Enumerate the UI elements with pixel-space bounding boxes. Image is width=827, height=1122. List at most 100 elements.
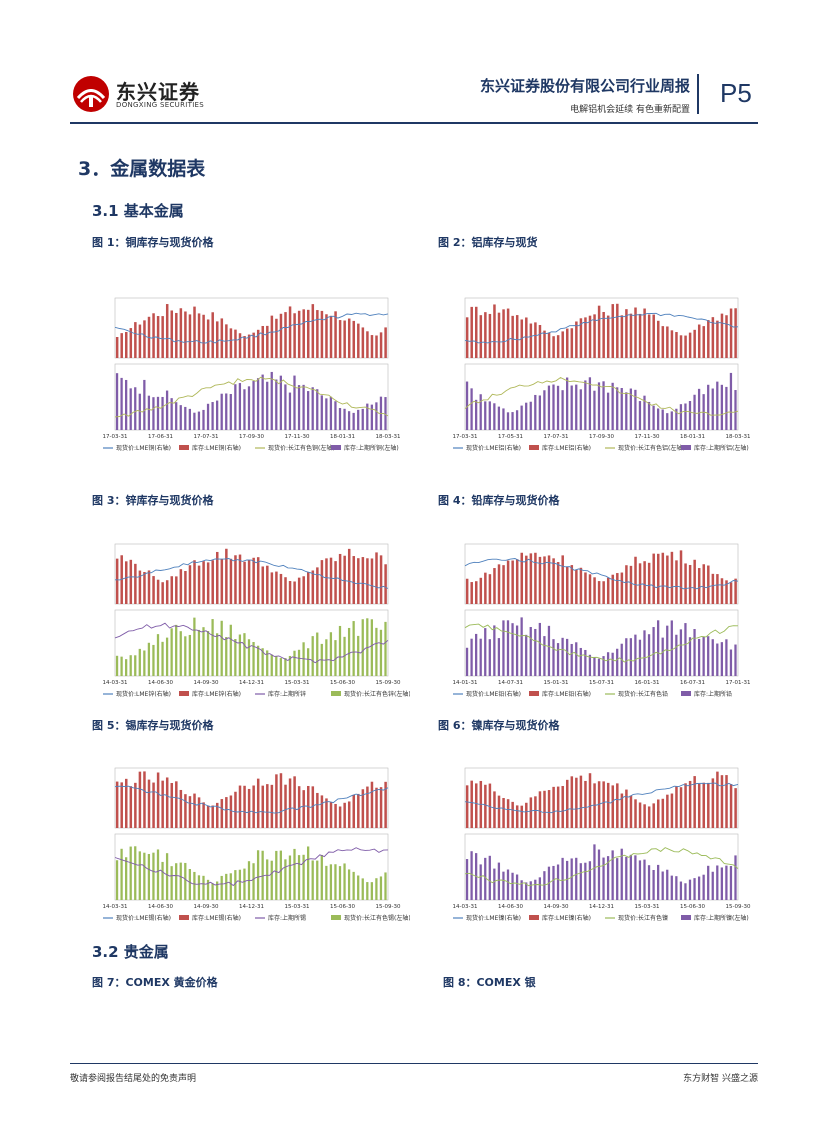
upper-bar xyxy=(293,313,296,358)
legend-bar-swatch xyxy=(529,691,539,696)
lower-bar xyxy=(556,864,560,900)
lower-bar xyxy=(311,387,314,430)
upper-bar xyxy=(470,582,473,604)
upper-bar xyxy=(320,310,324,358)
upper-bar xyxy=(288,581,292,604)
lower-bar xyxy=(270,654,273,676)
upper-bar xyxy=(179,789,183,828)
upper-bar xyxy=(279,573,283,604)
upper-bar xyxy=(284,784,287,828)
upper-bar xyxy=(279,313,283,358)
upper-bar xyxy=(129,786,133,828)
lower-bar xyxy=(716,381,719,430)
lower-bar xyxy=(234,639,237,676)
lower-bar xyxy=(688,401,692,430)
lower-bar xyxy=(570,858,573,900)
lower-bar xyxy=(243,389,246,430)
lower-bar xyxy=(602,656,605,676)
lower-bar xyxy=(361,619,364,676)
upper-panel-frame xyxy=(464,297,739,359)
upper-bar xyxy=(229,558,233,604)
upper-bar xyxy=(138,771,142,828)
lower-bar xyxy=(716,865,719,900)
upper-bar xyxy=(556,562,560,604)
lower-bar xyxy=(570,643,573,676)
lower-price-line xyxy=(114,622,389,664)
lower-bar xyxy=(316,632,319,676)
upper-bar xyxy=(347,801,351,828)
copper-chart: 17-03-31 17-06-31 17-07-31 17-09-30 17-11-30… xyxy=(103,297,400,452)
upper-bar xyxy=(220,558,224,604)
lower-bar xyxy=(679,881,683,900)
x-tick-label: 14-07-31 xyxy=(498,680,523,686)
lower-bar xyxy=(670,875,673,900)
upper-price-line xyxy=(114,785,389,814)
upper-bar xyxy=(538,325,542,358)
lower-bar xyxy=(520,405,523,430)
lower-bar xyxy=(347,869,351,900)
section-heading-3-1: 3.1 基本金属 xyxy=(92,202,184,220)
upper-bar xyxy=(334,803,337,828)
lower-bar xyxy=(570,385,573,430)
upper-bar xyxy=(734,578,737,604)
upper-bar xyxy=(147,779,151,828)
lower-bar xyxy=(511,412,514,430)
x-tick-label: 17-11-30 xyxy=(285,434,310,440)
lower-bar xyxy=(588,654,592,676)
lower-bar xyxy=(647,634,651,676)
lower-bar xyxy=(129,655,132,676)
upper-bar xyxy=(529,797,533,828)
lower-bar xyxy=(279,658,282,676)
legend-label: 库存:LME铝(右轴) xyxy=(542,444,591,452)
upper-bar xyxy=(343,320,346,358)
legend-label: 现货价:长江有色铅 xyxy=(618,690,668,698)
lower-bar xyxy=(597,382,601,430)
upper-bar xyxy=(556,786,560,828)
upper-bar xyxy=(384,564,387,604)
lower-bar xyxy=(625,392,628,430)
lower-bar xyxy=(156,849,160,900)
x-tick-label: 14-06-30 xyxy=(148,680,173,686)
legend-label: 库存:上期所锌 xyxy=(268,690,306,698)
lower-bar xyxy=(716,643,719,676)
figure-3-caption: 图 3：锌库存与现货价格 xyxy=(92,494,214,507)
lower-bar xyxy=(184,636,187,676)
upper-bar xyxy=(606,577,610,604)
upper-bar xyxy=(647,562,651,604)
lower-bar xyxy=(379,876,383,900)
lower-price-line xyxy=(114,847,389,887)
lower-bar xyxy=(702,874,705,900)
upper-bar xyxy=(593,577,596,604)
upper-bar xyxy=(138,324,142,358)
upper-bar xyxy=(566,566,569,604)
logo-text-cn: 东兴证券 xyxy=(116,80,200,104)
lower-bar xyxy=(188,634,191,676)
legend-label: 现货价:LME锡(右轴) xyxy=(116,914,171,922)
lower-bar xyxy=(206,879,210,900)
lower-bar xyxy=(670,411,673,430)
upper-bar xyxy=(707,320,710,358)
x-tick-label: 14-12-31 xyxy=(239,904,264,910)
x-tick-label: 14-03-31 xyxy=(453,904,478,910)
upper-bar xyxy=(179,569,183,604)
upper-bar xyxy=(229,795,233,828)
lower-bar xyxy=(361,408,364,430)
upper-bar xyxy=(588,773,592,828)
lower-bar xyxy=(261,374,264,430)
lower-bar xyxy=(538,877,541,900)
x-tick-label: 17-03-31 xyxy=(103,434,128,440)
lower-bar xyxy=(502,871,505,900)
figure-1-caption: 图 1：铜库存与现货价格 xyxy=(92,236,214,249)
lower-bar xyxy=(575,642,578,676)
upper-bar xyxy=(161,316,164,358)
upper-bar xyxy=(256,329,260,358)
upper-bar xyxy=(493,791,496,828)
upper-bar xyxy=(316,567,319,604)
lower-bar xyxy=(375,402,378,430)
upper-bar xyxy=(634,307,637,358)
x-tick-label: 15-06-30 xyxy=(330,904,355,910)
lower-bar xyxy=(206,403,210,430)
upper-bar xyxy=(193,793,196,828)
lower-bar xyxy=(152,852,155,900)
lower-bar xyxy=(297,855,301,900)
